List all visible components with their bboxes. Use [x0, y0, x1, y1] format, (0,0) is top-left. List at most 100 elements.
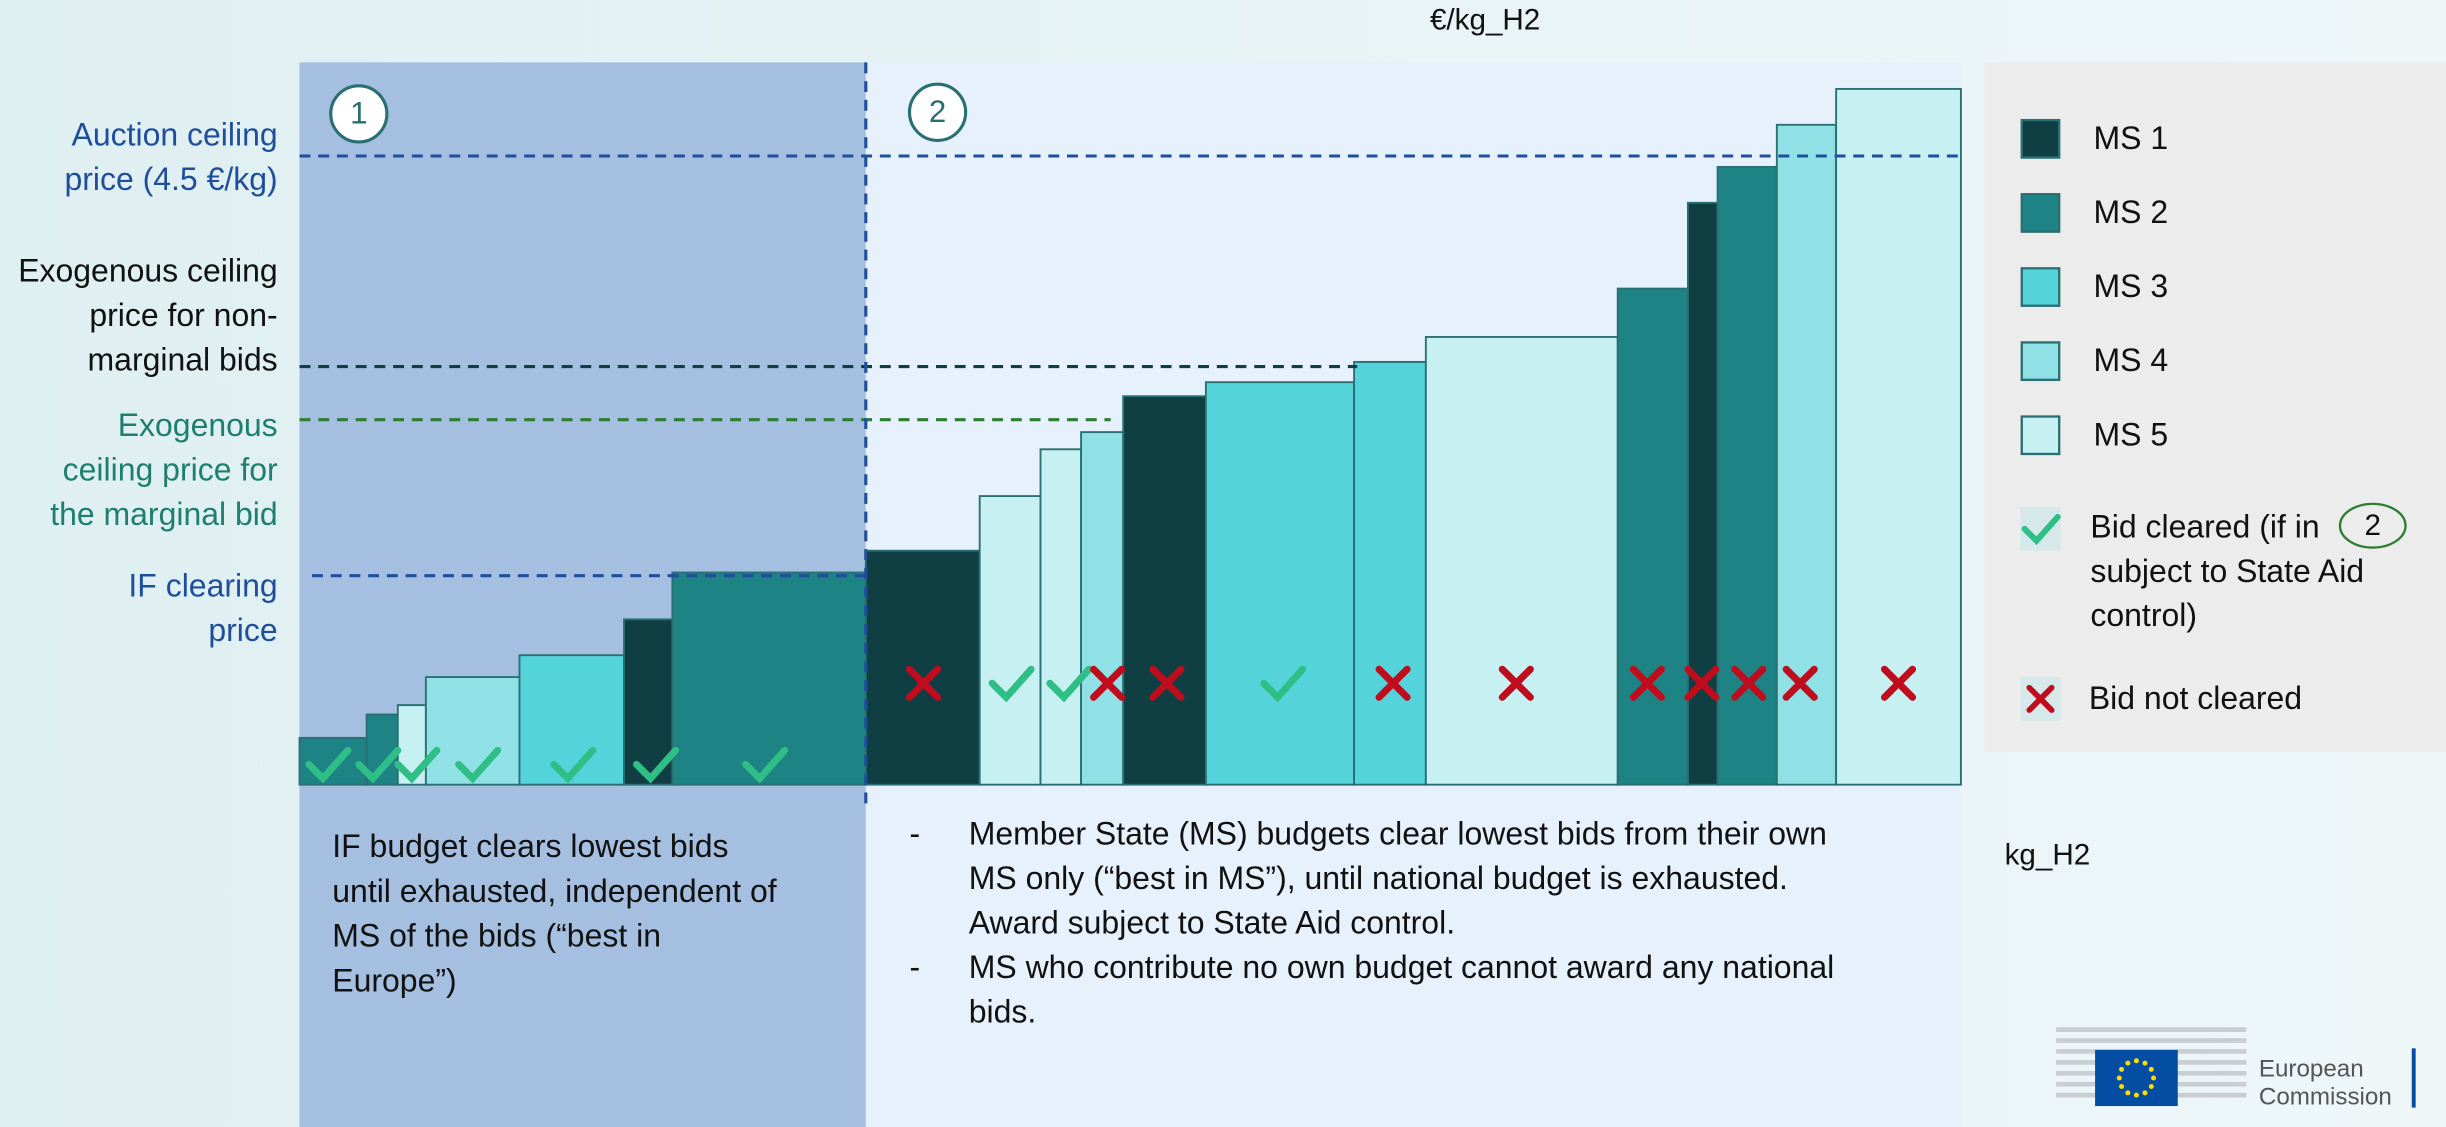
legend-label: Bid not cleared	[2089, 680, 2302, 716]
logo-star	[2125, 1090, 2131, 1096]
check-mark	[742, 746, 789, 784]
note-text: MS only (“best in MS”), until national b…	[969, 860, 1788, 896]
logo-star	[2148, 1066, 2154, 1072]
note-text: Member State (MS) budgets clear lowest b…	[969, 816, 1827, 852]
check-mark	[988, 665, 1035, 703]
zone-badge	[907, 82, 968, 142]
bid-bar	[1122, 395, 1207, 786]
check-mark	[1046, 665, 1093, 703]
bid-bar	[1353, 360, 1427, 786]
price-level-label: price for non-	[89, 297, 277, 333]
bid-bar	[1424, 336, 1619, 786]
price-level-label: the marginal bid	[50, 496, 277, 532]
logo-star	[2125, 1060, 2131, 1066]
legend-label: MS 4	[2094, 342, 2169, 378]
legend-label: MS 5	[2094, 416, 2169, 452]
check-mark	[394, 746, 441, 784]
bid-bar	[978, 495, 1042, 786]
legend-label: subject to State Aid	[2090, 553, 2364, 589]
bid-bar	[1835, 87, 1962, 786]
cross-mark	[1782, 665, 1818, 701]
bid-bar	[1039, 448, 1083, 786]
price-level-label: price	[208, 612, 277, 648]
logo-text: European	[2259, 1056, 2364, 1083]
logo-star	[2133, 1092, 2139, 1098]
cross-mark	[1880, 665, 1917, 701]
y-axis-label: €/kg_H2	[1430, 4, 1540, 37]
cross-mark	[1731, 665, 1767, 701]
bid-bar	[424, 676, 521, 786]
logo-star	[2119, 1084, 2125, 1090]
legend-swatch	[2020, 193, 2061, 233]
cross-mark	[1498, 665, 1534, 701]
bid-bar	[623, 618, 674, 786]
legend-label: Bid cleared (if in	[2090, 508, 2319, 544]
cross-mark	[1149, 665, 1185, 701]
legend-badge-number: 2	[2365, 509, 2381, 542]
legend-swatch	[2020, 341, 2061, 382]
logo-star	[2142, 1060, 2148, 1066]
zone-badge	[329, 84, 389, 144]
logo-star	[2116, 1075, 2122, 1081]
zone-number: 2	[929, 94, 946, 129]
cross-mark	[905, 665, 942, 701]
note-text: Award subject to State Aid control.	[969, 905, 1455, 941]
check-mark	[550, 746, 597, 784]
bid-bar	[1204, 381, 1356, 786]
logo-star	[2151, 1075, 2157, 1081]
bid-bar	[1080, 431, 1125, 786]
logo-star	[2133, 1058, 2139, 1064]
bid-bar	[298, 736, 368, 786]
legend-swatch	[2020, 267, 2061, 307]
price-level-label: Exogenous ceiling	[18, 252, 277, 288]
legend-check-mark	[2021, 513, 2061, 546]
check-mark	[632, 746, 679, 784]
note-text: MS of the bids (“best in	[332, 918, 661, 954]
note-text: MS who contribute no own budget cannot a…	[969, 949, 1835, 985]
legend-label: control)	[2090, 597, 2197, 633]
check-mark	[1260, 665, 1307, 703]
legend-swatch	[2020, 415, 2061, 456]
note-text: Europe”)	[332, 962, 456, 998]
note-bullet: -	[909, 816, 920, 852]
price-level-label: Exogenous	[118, 407, 278, 443]
legend-panel	[1984, 62, 2446, 752]
logo-star	[2119, 1066, 2125, 1072]
note-text: IF budget clears lowest bids	[332, 828, 728, 864]
check-mark	[455, 746, 502, 784]
check-mark	[305, 746, 352, 784]
bid-bar	[1716, 165, 1778, 786]
zone-number: 1	[350, 96, 367, 131]
legend-badge	[2338, 502, 2407, 549]
note-text: bids.	[969, 993, 1037, 1029]
cross-mark	[1375, 665, 1411, 701]
cross-mark	[1629, 665, 1665, 701]
price-level-label: Auction ceiling	[72, 117, 278, 153]
legend-swatch	[2020, 118, 2061, 159]
legend-cross-mark	[2026, 684, 2055, 713]
legend-label: MS 3	[2094, 268, 2169, 304]
logo-text: Commission	[2259, 1084, 2392, 1111]
price-level-label: marginal bids	[88, 341, 278, 377]
bid-bar	[1616, 287, 1689, 786]
bid-bar	[518, 654, 625, 786]
price-level-label: price (4.5 €/kg)	[64, 161, 277, 197]
cross-mark	[1090, 665, 1126, 701]
price-level-label: IF clearing	[128, 568, 277, 604]
note-text: until exhausted, independent of	[332, 873, 776, 909]
bid-bar	[671, 571, 867, 786]
bid-bar	[864, 549, 981, 786]
logo-bar	[2411, 1048, 2416, 1108]
logo-star	[2148, 1084, 2154, 1090]
content: €/kg_H2 kg_H2 1 2 Auction ceiling price (4.5 …	[18, 4, 2446, 1127]
check-mark	[355, 746, 402, 784]
cross-mark	[1684, 665, 1720, 701]
legend-label: MS 1	[2094, 120, 2169, 156]
legend-label: MS 2	[2094, 194, 2169, 230]
price-level-label: ceiling price for	[63, 451, 278, 487]
logo-star	[2142, 1090, 2148, 1096]
x-axis-label: kg_H2	[2005, 838, 2091, 871]
note-bullet: -	[909, 949, 920, 985]
